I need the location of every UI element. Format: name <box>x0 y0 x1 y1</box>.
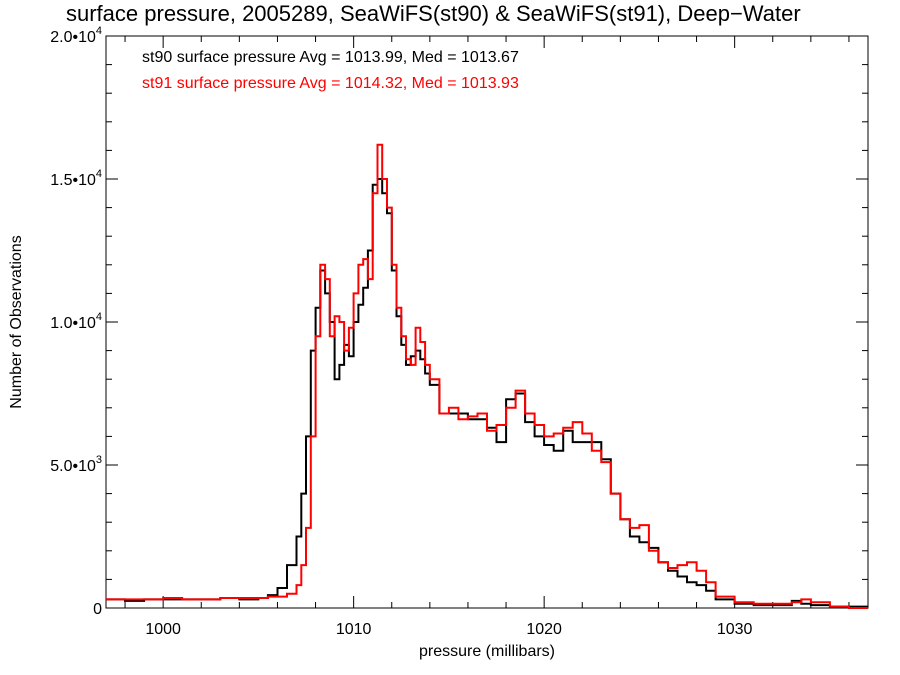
plot-frame <box>105 35 869 609</box>
y-tick-label: 2.0•104 <box>50 25 102 46</box>
y-tick-label: 1.0•104 <box>50 311 102 332</box>
x-tick-label: 1030 <box>717 621 753 638</box>
x-tick-label: 1010 <box>336 621 372 638</box>
legend: st90 surface pressure Avg = 1013.99, Med… <box>142 49 519 92</box>
x-axis-label: pressure (millibars) <box>419 643 555 660</box>
series-line-st91 <box>106 143 868 609</box>
x-tick-label: 1000 <box>145 621 181 638</box>
legend-entry-st90: st90 surface pressure Avg = 1013.99, Med… <box>142 49 519 66</box>
y-tick-label: 5.0•103 <box>50 454 102 475</box>
y-tick-label: 1.5•104 <box>50 168 102 189</box>
series-line-st90 <box>106 178 868 608</box>
legend-entry-st91: st91 surface pressure Avg = 1014.32, Med… <box>142 75 519 92</box>
x-axis: 1000 1010 1020 1030 <box>124 36 850 638</box>
y-axis-label: Number of Observations <box>8 235 25 408</box>
y-axis: 0 5.0•103 1.0•104 1.5•104 2.0•104 <box>50 25 868 618</box>
y-tick-label: 0 <box>93 601 102 618</box>
chart-title: surface pressure, 2005289, SeaWiFS(st90)… <box>66 1 801 26</box>
x-tick-label: 1020 <box>526 621 562 638</box>
series-group <box>106 143 868 609</box>
